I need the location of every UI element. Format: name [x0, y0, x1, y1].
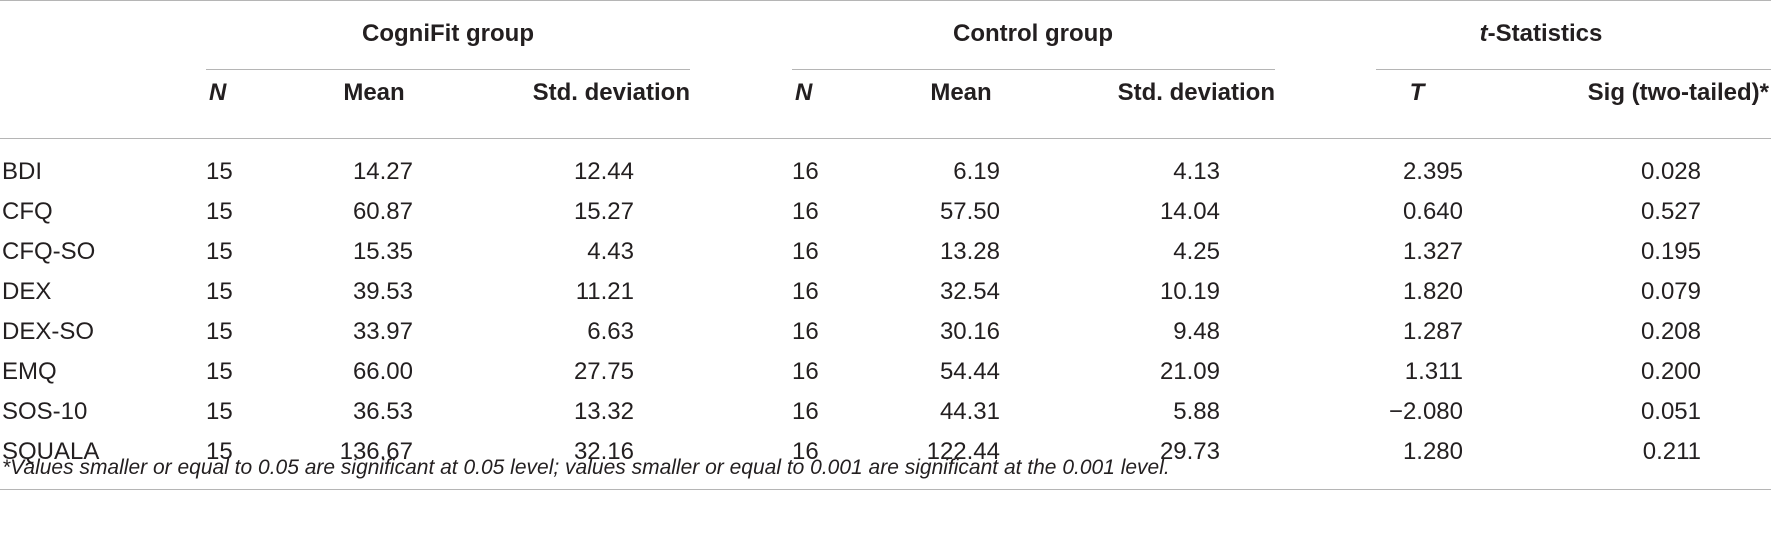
cell-sig: 0.079: [1640, 278, 1701, 305]
cell-sd1: 11.21: [575, 278, 634, 305]
control-group-underline: [792, 69, 1275, 70]
cell-sd2: 4.13: [1173, 158, 1220, 185]
cell-n2: 16: [792, 198, 819, 225]
cell-t: 1.311: [1404, 358, 1463, 385]
cell-mean2: 57.50: [939, 198, 1000, 225]
cell-mean2: 13.28: [939, 238, 1000, 265]
row-label: SOS-10: [2, 398, 88, 425]
n-header-cognifit: N: [209, 79, 227, 106]
cell-sd1: 4.43: [587, 238, 634, 265]
tstats-rest: -Statistics: [1487, 20, 1603, 47]
tstats-group-header: t-Statistics: [1480, 22, 1603, 46]
cell-n1: 15: [206, 158, 233, 185]
row-label: SQUALA: [2, 438, 100, 465]
cell-t: −2.080: [1388, 398, 1463, 425]
cell-mean1: 66.00: [352, 358, 413, 385]
cell-mean2: 30.16: [939, 318, 1000, 345]
row-label: CFQ-SO: [2, 238, 96, 265]
cell-mean2: 44.31: [939, 398, 1000, 425]
cell-t: 1.280: [1402, 438, 1463, 465]
tstats-italic-t: t: [1479, 20, 1488, 47]
cell-sd1: 32.16: [573, 438, 634, 465]
cell-sd1: 6.63: [587, 318, 634, 345]
cell-n2: 16: [792, 158, 819, 185]
cell-mean1: 15.35: [352, 238, 413, 265]
cell-n2: 16: [792, 238, 819, 265]
cell-mean2: 122.44: [926, 438, 1000, 465]
row-label: CFQ: [2, 198, 53, 225]
cell-sig: 0.051: [1640, 398, 1701, 425]
tstats-group-underline: [1376, 69, 1771, 70]
cell-mean2: 6.19: [953, 158, 1000, 185]
cell-mean2: 54.44: [939, 358, 1000, 385]
sd-header-control: Std. deviation: [1117, 79, 1275, 106]
table-footnote: *Values smaller or equal to 0.05 are sig…: [2, 456, 1170, 479]
mean-header-cognifit: Mean: [343, 79, 405, 106]
cell-mean1: 36.53: [352, 398, 413, 425]
cell-sig: 0.527: [1640, 198, 1701, 225]
cell-n2: 16: [792, 438, 819, 465]
cognifit-group-underline: [206, 69, 690, 70]
cell-sig: 0.200: [1640, 358, 1701, 385]
cell-sd2: 21.09: [1159, 358, 1220, 385]
cell-t: 1.287: [1402, 318, 1463, 345]
cell-n2: 16: [792, 278, 819, 305]
cell-t: 1.327: [1402, 238, 1463, 265]
cell-n1: 15: [206, 278, 233, 305]
cell-n2: 16: [792, 318, 819, 345]
cognifit-group-header: CogniFit group: [362, 20, 534, 47]
cell-n1: 15: [206, 438, 233, 465]
cell-mean1: 60.87: [352, 198, 413, 225]
row-label: BDI: [2, 158, 43, 185]
cell-sd2: 10.19: [1159, 278, 1220, 305]
cell-sd2: 14.04: [1159, 198, 1220, 225]
cell-sd2: 5.88: [1173, 398, 1220, 425]
t-header: T: [1409, 79, 1425, 106]
cell-n1: 15: [206, 198, 233, 225]
cell-n1: 15: [206, 238, 233, 265]
cell-sd2: 9.48: [1173, 318, 1220, 345]
cell-sd2: 4.25: [1173, 238, 1220, 265]
cell-n1: 15: [206, 358, 233, 385]
cell-sig: 0.028: [1640, 158, 1701, 185]
cell-t: 2.395: [1402, 158, 1463, 185]
cell-sig: 0.195: [1640, 238, 1701, 265]
row-label: DEX-SO: [2, 318, 95, 345]
row-label: EMQ: [2, 358, 57, 385]
cell-sd1: 27.75: [573, 358, 634, 385]
cell-sd1: 13.32: [573, 398, 634, 425]
cell-mean1: 14.27: [352, 158, 413, 185]
cell-mean1: 136.67: [339, 438, 413, 465]
sd-header-cognifit: Std. deviation: [532, 79, 690, 106]
cell-mean2: 32.54: [939, 278, 1000, 305]
sig-header: Sig (two-tailed)*: [1587, 79, 1769, 106]
table-top-rule: [0, 0, 1771, 1]
cell-mean1: 33.97: [352, 318, 413, 345]
cell-mean1: 39.53: [352, 278, 413, 305]
cell-t: 1.820: [1402, 278, 1463, 305]
cell-t: 0.640: [1402, 198, 1463, 225]
row-label: DEX: [2, 278, 52, 305]
cell-n2: 16: [792, 398, 819, 425]
cell-sd1: 12.44: [573, 158, 634, 185]
control-group-header: Control group: [953, 20, 1113, 47]
cell-sig: 0.208: [1640, 318, 1701, 345]
mean-header-control: Mean: [930, 79, 992, 106]
table-bottom-rule: [0, 489, 1771, 490]
cell-n1: 15: [206, 398, 233, 425]
cell-sd2: 29.73: [1159, 438, 1220, 465]
header-bottom-rule: [0, 138, 1771, 139]
cell-n2: 16: [792, 358, 819, 385]
cell-n1: 15: [206, 318, 233, 345]
cell-sd1: 15.27: [573, 198, 634, 225]
cell-sig: 0.211: [1642, 438, 1701, 465]
n-header-control: N: [795, 79, 813, 106]
